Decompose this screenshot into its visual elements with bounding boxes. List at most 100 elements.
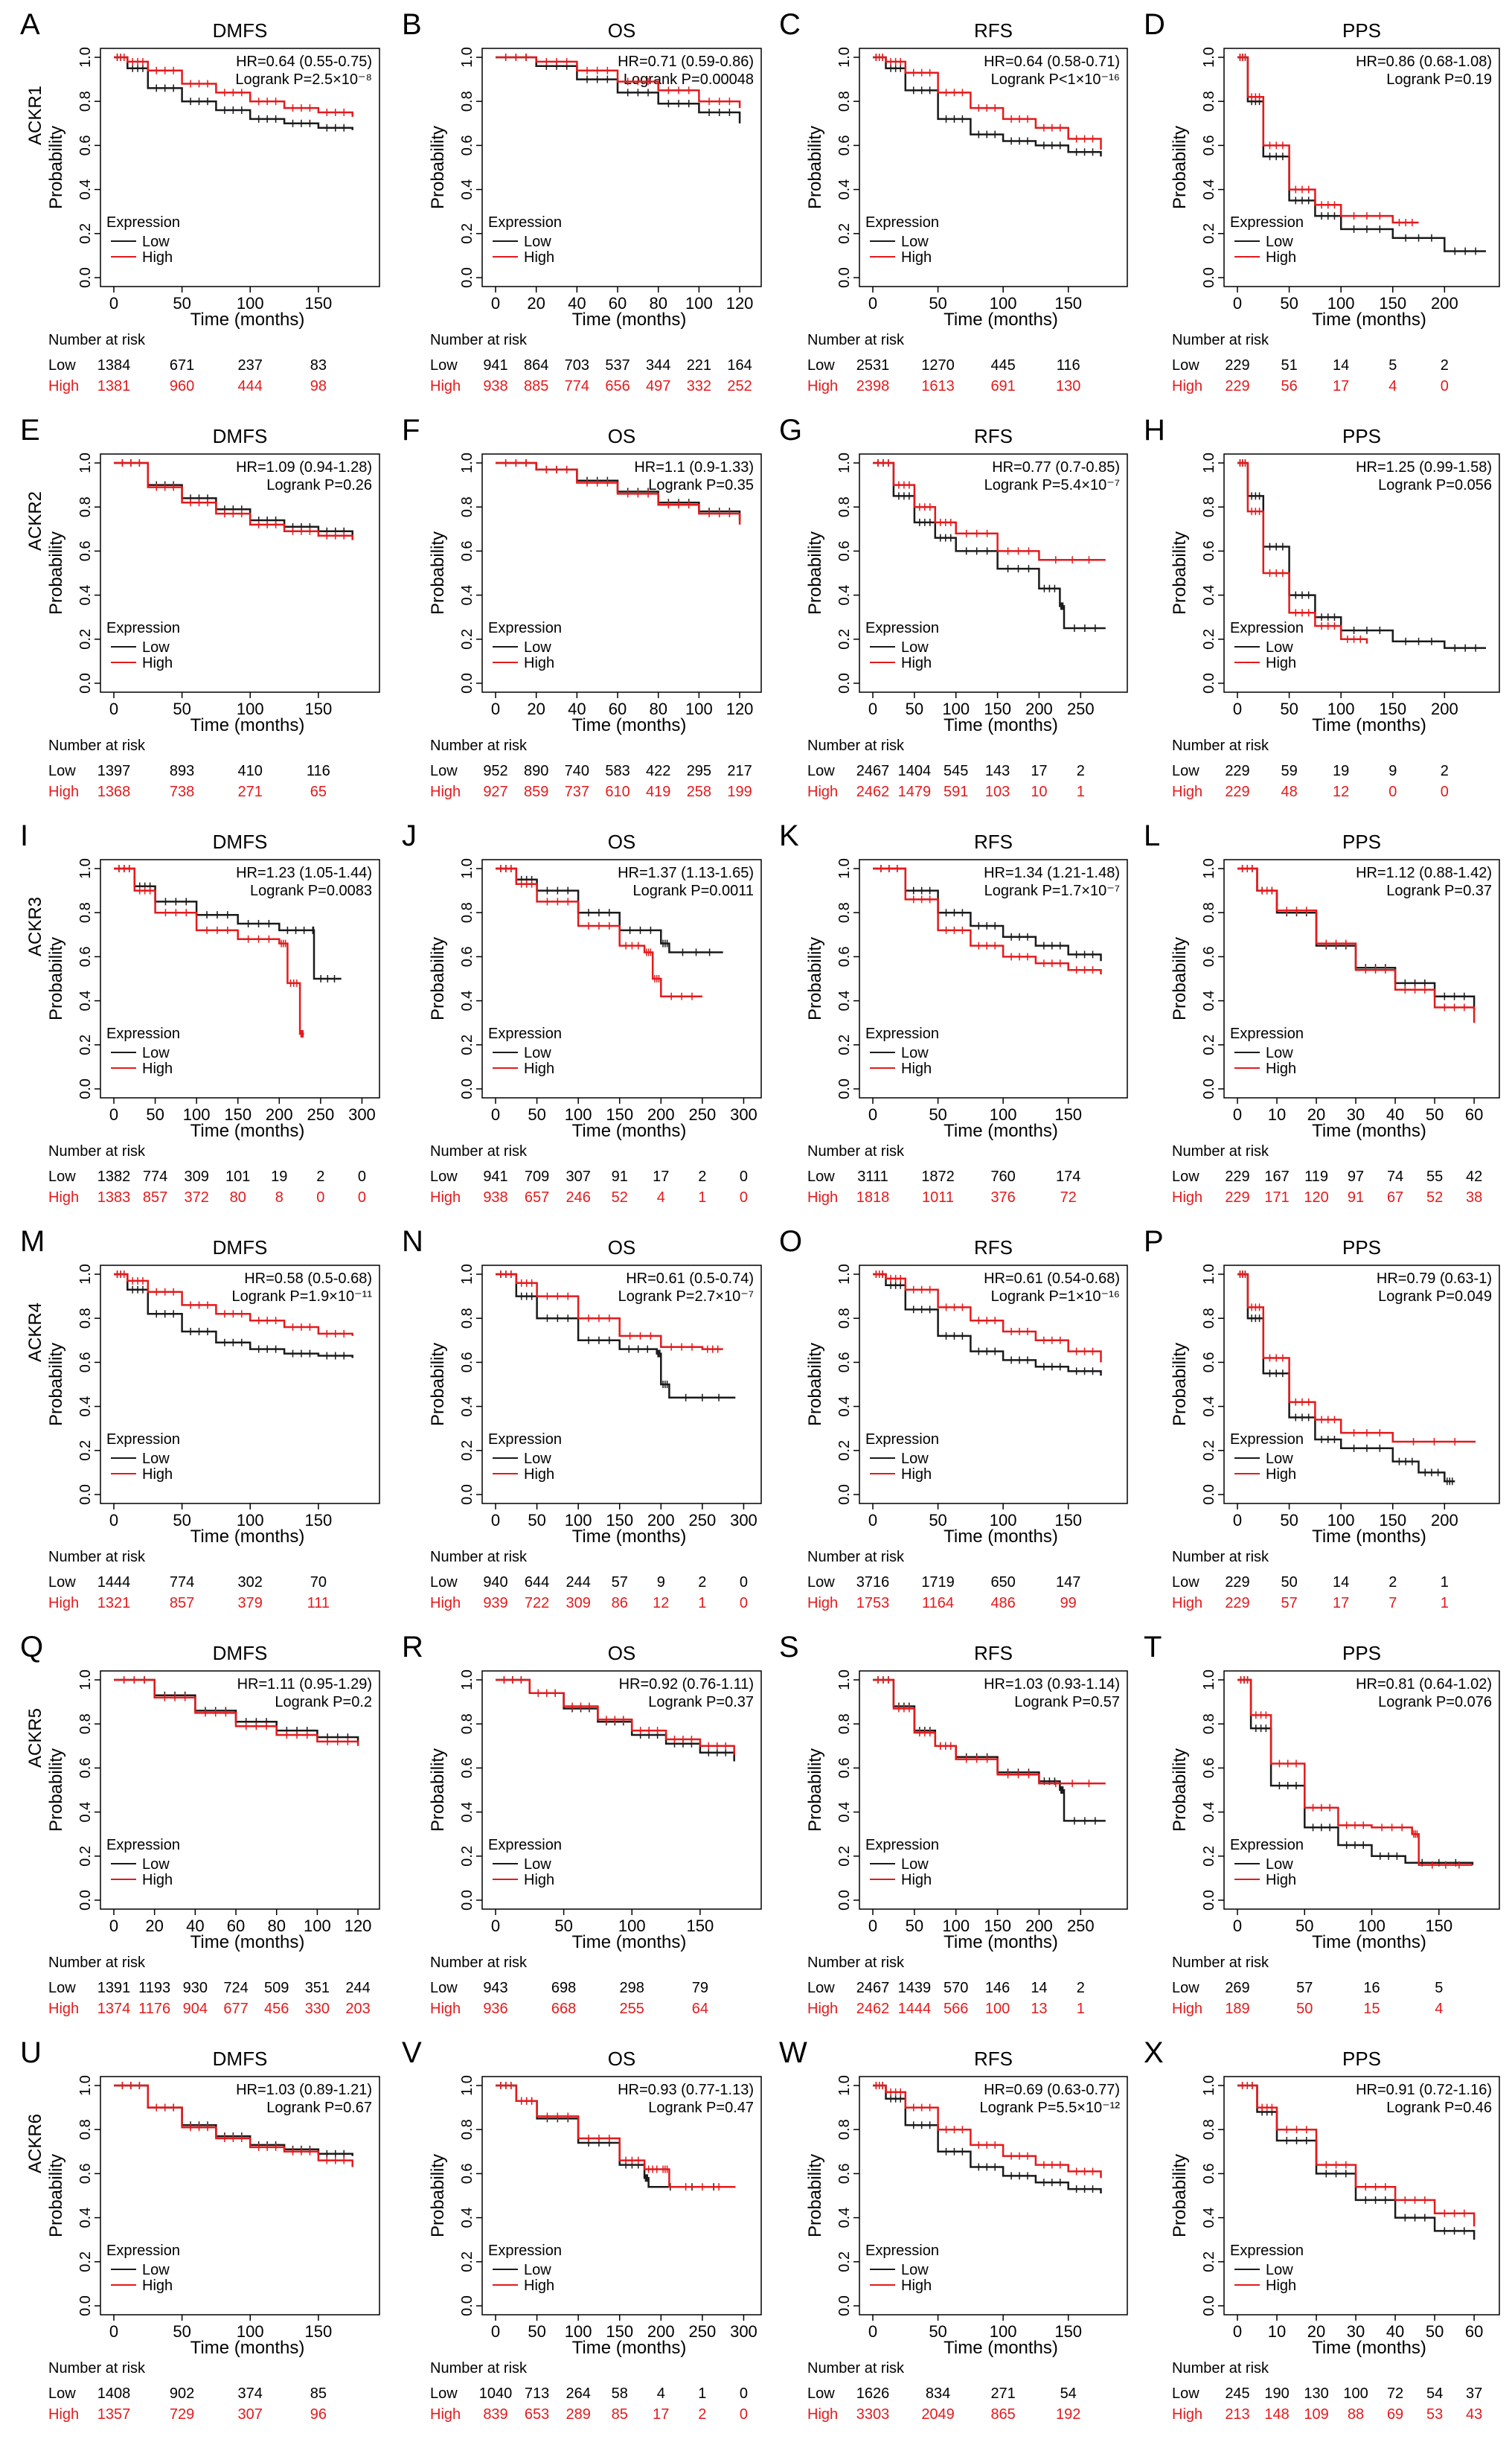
y-tick-label: 0.8 xyxy=(77,2119,94,2140)
risk-low-value: 445 xyxy=(990,357,1015,374)
risk-low-value: 940 xyxy=(483,1574,507,1591)
x-tick-label: 100 xyxy=(685,294,713,313)
y-tick-label: 0.6 xyxy=(77,540,94,561)
y-tick-label: 0.4 xyxy=(1201,991,1217,1011)
x-tick-label: 50 xyxy=(173,700,190,718)
legend-title: Expression xyxy=(106,1026,180,1042)
risk-low-value: 4 xyxy=(657,2385,665,2402)
legend-high-label: High xyxy=(142,1061,173,1077)
curve-high xyxy=(114,2084,353,2167)
x-axis-label: Time (months) xyxy=(572,715,687,735)
risk-high-value: 203 xyxy=(345,2001,370,2017)
risk-high-value: 566 xyxy=(944,2001,968,2017)
risk-high-value: 69 xyxy=(1387,2406,1403,2423)
y-tick-label: 0.4 xyxy=(1201,1396,1217,1417)
risk-low-value: 16 xyxy=(1363,1980,1380,1996)
logrank-text: Logrank P=1×10⁻¹⁶ xyxy=(991,1288,1120,1305)
x-tick-label: 50 xyxy=(173,294,190,313)
curve-high xyxy=(496,2084,736,2188)
logrank-text: Logrank P=0.47 xyxy=(648,2100,754,2116)
y-tick-label: 0.4 xyxy=(77,1802,94,1823)
legend-high-label: High xyxy=(142,655,173,671)
panel-letter: C xyxy=(779,8,801,41)
x-axis-label: Time (months) xyxy=(572,310,687,330)
y-tick-label: 0.2 xyxy=(77,1846,94,1867)
legend-low-label: Low xyxy=(524,1451,551,1467)
risk-title: Number at risk xyxy=(48,1955,146,1971)
y-tick-label: 0.4 xyxy=(1201,2208,1217,2228)
risk-low-value: 344 xyxy=(646,357,670,374)
y-tick-label: 0.2 xyxy=(77,629,94,650)
risk-high-value: 2049 xyxy=(921,2406,955,2423)
panel-K: K RFS Probability 0.0 0.2 0.4 0.6 0.8 1.0 0 50 100 1… xyxy=(779,819,1128,1206)
x-tick-label: 0 xyxy=(1233,2322,1242,2341)
risk-low-value: 671 xyxy=(170,357,194,374)
y-tick-label: 0.6 xyxy=(77,2163,94,2184)
risk-low-value: 1408 xyxy=(97,2385,131,2402)
gene-label: ACKR6 xyxy=(25,2114,45,2173)
risk-low-value: 1872 xyxy=(921,1169,955,1185)
x-tick-label: 20 xyxy=(527,294,545,313)
risk-high-label: High xyxy=(1172,378,1202,394)
panel-letter: U xyxy=(20,2036,42,2069)
y-tick-label: 0.8 xyxy=(836,1713,853,1734)
y-tick-label: 0.0 xyxy=(836,1078,853,1099)
y-tick-label: 0.2 xyxy=(836,1035,853,1055)
y-axis-label: Probability xyxy=(428,937,448,1020)
y-axis-label: Probability xyxy=(805,531,825,615)
logrank-text: Logrank P=0.076 xyxy=(1378,1694,1492,1710)
risk-low-value: 229 xyxy=(1225,1169,1249,1185)
legend-high-label: High xyxy=(1266,1061,1296,1077)
y-axis-label: Probability xyxy=(805,937,825,1020)
risk-low-value: 1397 xyxy=(97,763,131,779)
risk-high-value: 610 xyxy=(605,784,630,800)
panel-letter: J xyxy=(402,819,417,852)
x-axis-label: Time (months) xyxy=(190,1932,305,1952)
risk-low-value: 774 xyxy=(170,1574,194,1591)
risk-high-label: High xyxy=(807,378,838,394)
risk-high-value: 372 xyxy=(184,1189,208,1206)
panel-letter: R xyxy=(402,1631,423,1663)
risk-low-value: 119 xyxy=(1304,1169,1328,1185)
legend-title: Expression xyxy=(106,620,180,636)
x-tick-label: 20 xyxy=(527,700,545,718)
risk-low-value: 167 xyxy=(1264,1169,1289,1185)
panel-title: DMFS xyxy=(213,1236,268,1259)
x-tick-label: 10 xyxy=(1268,2322,1286,2341)
x-tick-label: 120 xyxy=(345,1917,372,1935)
panel-letter: B xyxy=(402,8,422,41)
y-axis-label: Probability xyxy=(1170,2154,1190,2237)
legend-title: Expression xyxy=(865,1837,939,1853)
risk-high-value: 148 xyxy=(1264,2406,1289,2423)
risk-high-value: 15 xyxy=(1363,2001,1380,2017)
y-tick-label: 0.0 xyxy=(77,2295,94,2316)
y-tick-label: 0.8 xyxy=(836,2119,853,2140)
risk-low-value: 307 xyxy=(566,1169,590,1185)
logrank-text: Logrank P<1×10⁻¹⁶ xyxy=(991,71,1120,88)
x-tick-label: 100 xyxy=(1327,294,1355,313)
risk-high-value: 656 xyxy=(605,378,630,394)
legend-title: Expression xyxy=(488,2243,562,2259)
plot-frame xyxy=(1223,1670,1500,1910)
risk-low-value: 244 xyxy=(345,1980,370,1996)
y-tick-label: 0.2 xyxy=(1201,2251,1217,2272)
risk-title: Number at risk xyxy=(807,738,905,754)
y-tick-label: 0.2 xyxy=(459,1035,475,1055)
hr-text: HR=0.93 (0.77-1.13) xyxy=(618,2082,754,2098)
x-tick-label: 0 xyxy=(109,1105,118,1124)
risk-low-value: 1391 xyxy=(97,1980,131,1996)
risk-high-value: 1753 xyxy=(856,1595,890,1611)
risk-title: Number at risk xyxy=(1172,1549,1269,1565)
legend-low-label: Low xyxy=(901,1856,929,1873)
risk-low-label: Low xyxy=(807,1169,835,1185)
x-axis-label: Time (months) xyxy=(190,1527,305,1547)
legend-low-label: Low xyxy=(524,2262,551,2278)
legend-low-label: Low xyxy=(524,1045,551,1061)
risk-title: Number at risk xyxy=(1172,1143,1269,1160)
risk-high-label: High xyxy=(807,2406,838,2423)
y-tick-label: 0.4 xyxy=(836,1396,853,1417)
y-tick-label: 0.6 xyxy=(77,135,94,156)
risk-low-label: Low xyxy=(1172,2385,1199,2402)
risk-high-value: 419 xyxy=(646,784,670,800)
y-tick-label: 1.0 xyxy=(836,858,853,879)
